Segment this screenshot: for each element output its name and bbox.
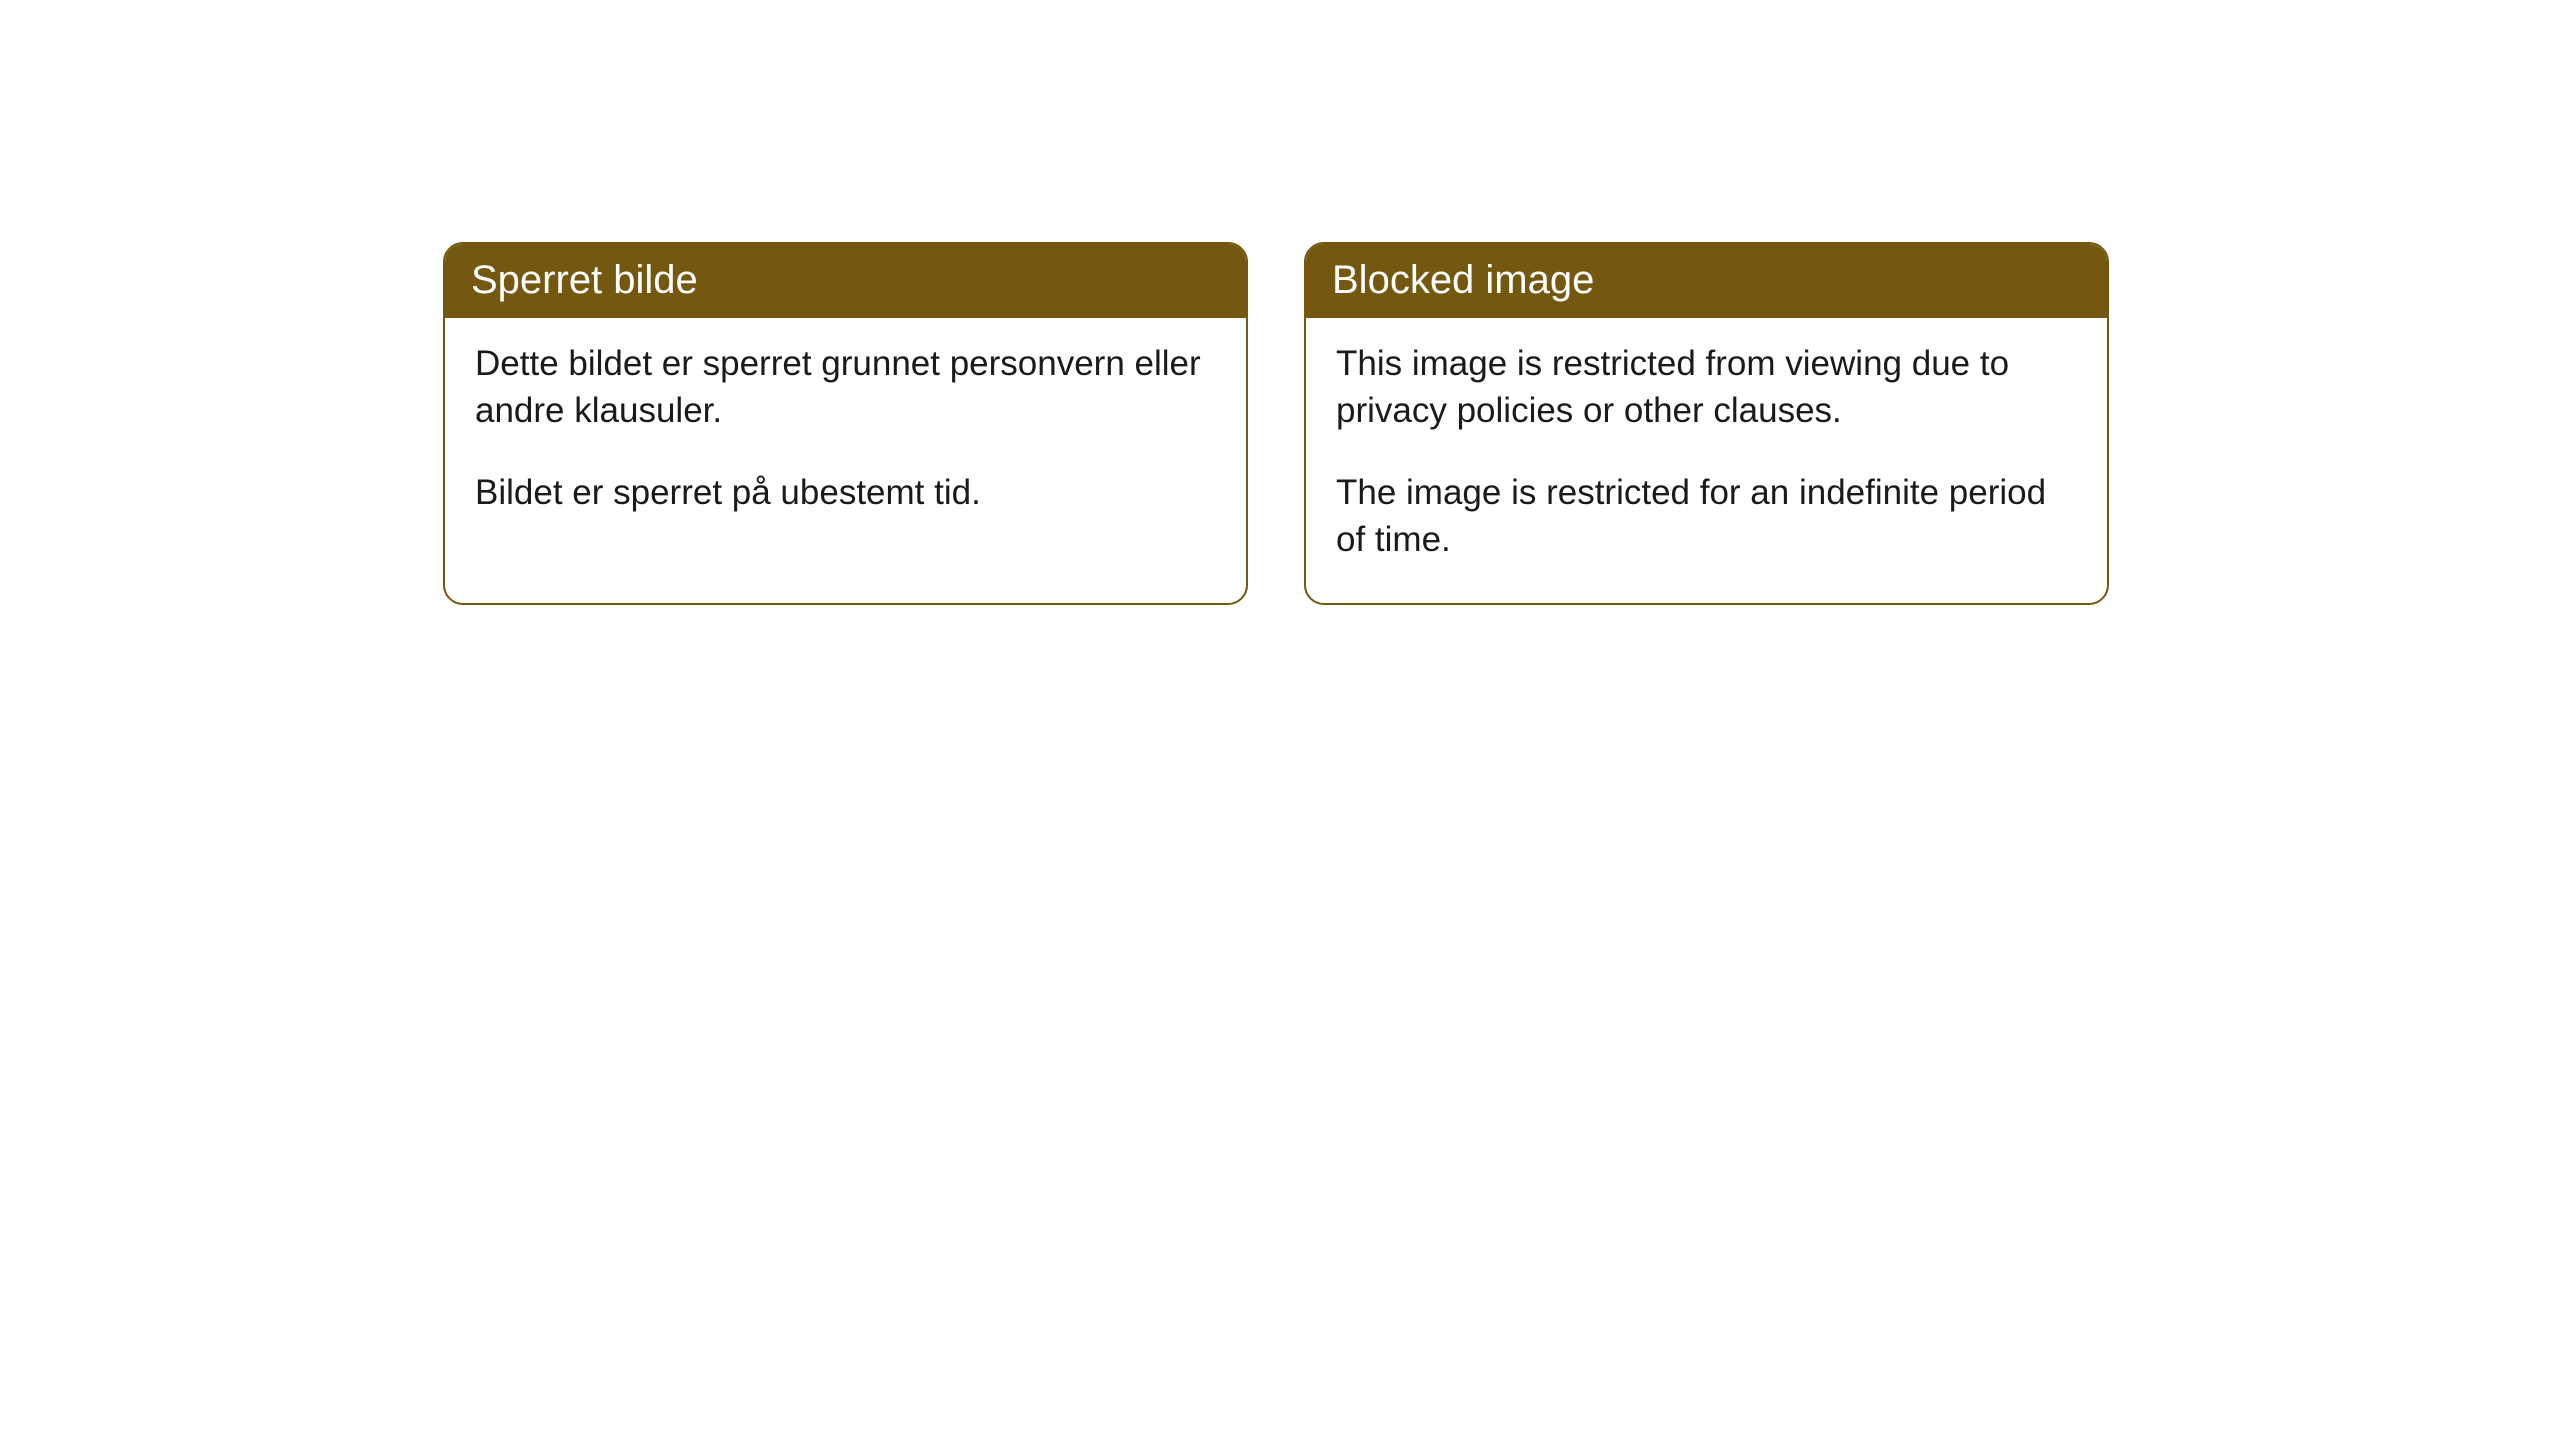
card-body: This image is restricted from viewing du… (1306, 318, 2107, 603)
notice-cards-container: Sperret bilde Dette bildet er sperret gr… (0, 0, 2560, 605)
card-header: Sperret bilde (445, 244, 1246, 318)
blocked-image-card-norwegian: Sperret bilde Dette bildet er sperret gr… (443, 242, 1248, 605)
card-body: Dette bildet er sperret grunnet personve… (445, 318, 1246, 556)
blocked-image-card-english: Blocked image This image is restricted f… (1304, 242, 2109, 605)
notice-paragraph-1: This image is restricted from viewing du… (1336, 340, 2077, 435)
card-header: Blocked image (1306, 244, 2107, 318)
notice-paragraph-1: Dette bildet er sperret grunnet personve… (475, 340, 1216, 435)
notice-paragraph-2: Bildet er sperret på ubestemt tid. (475, 469, 1216, 516)
notice-paragraph-2: The image is restricted for an indefinit… (1336, 469, 2077, 564)
